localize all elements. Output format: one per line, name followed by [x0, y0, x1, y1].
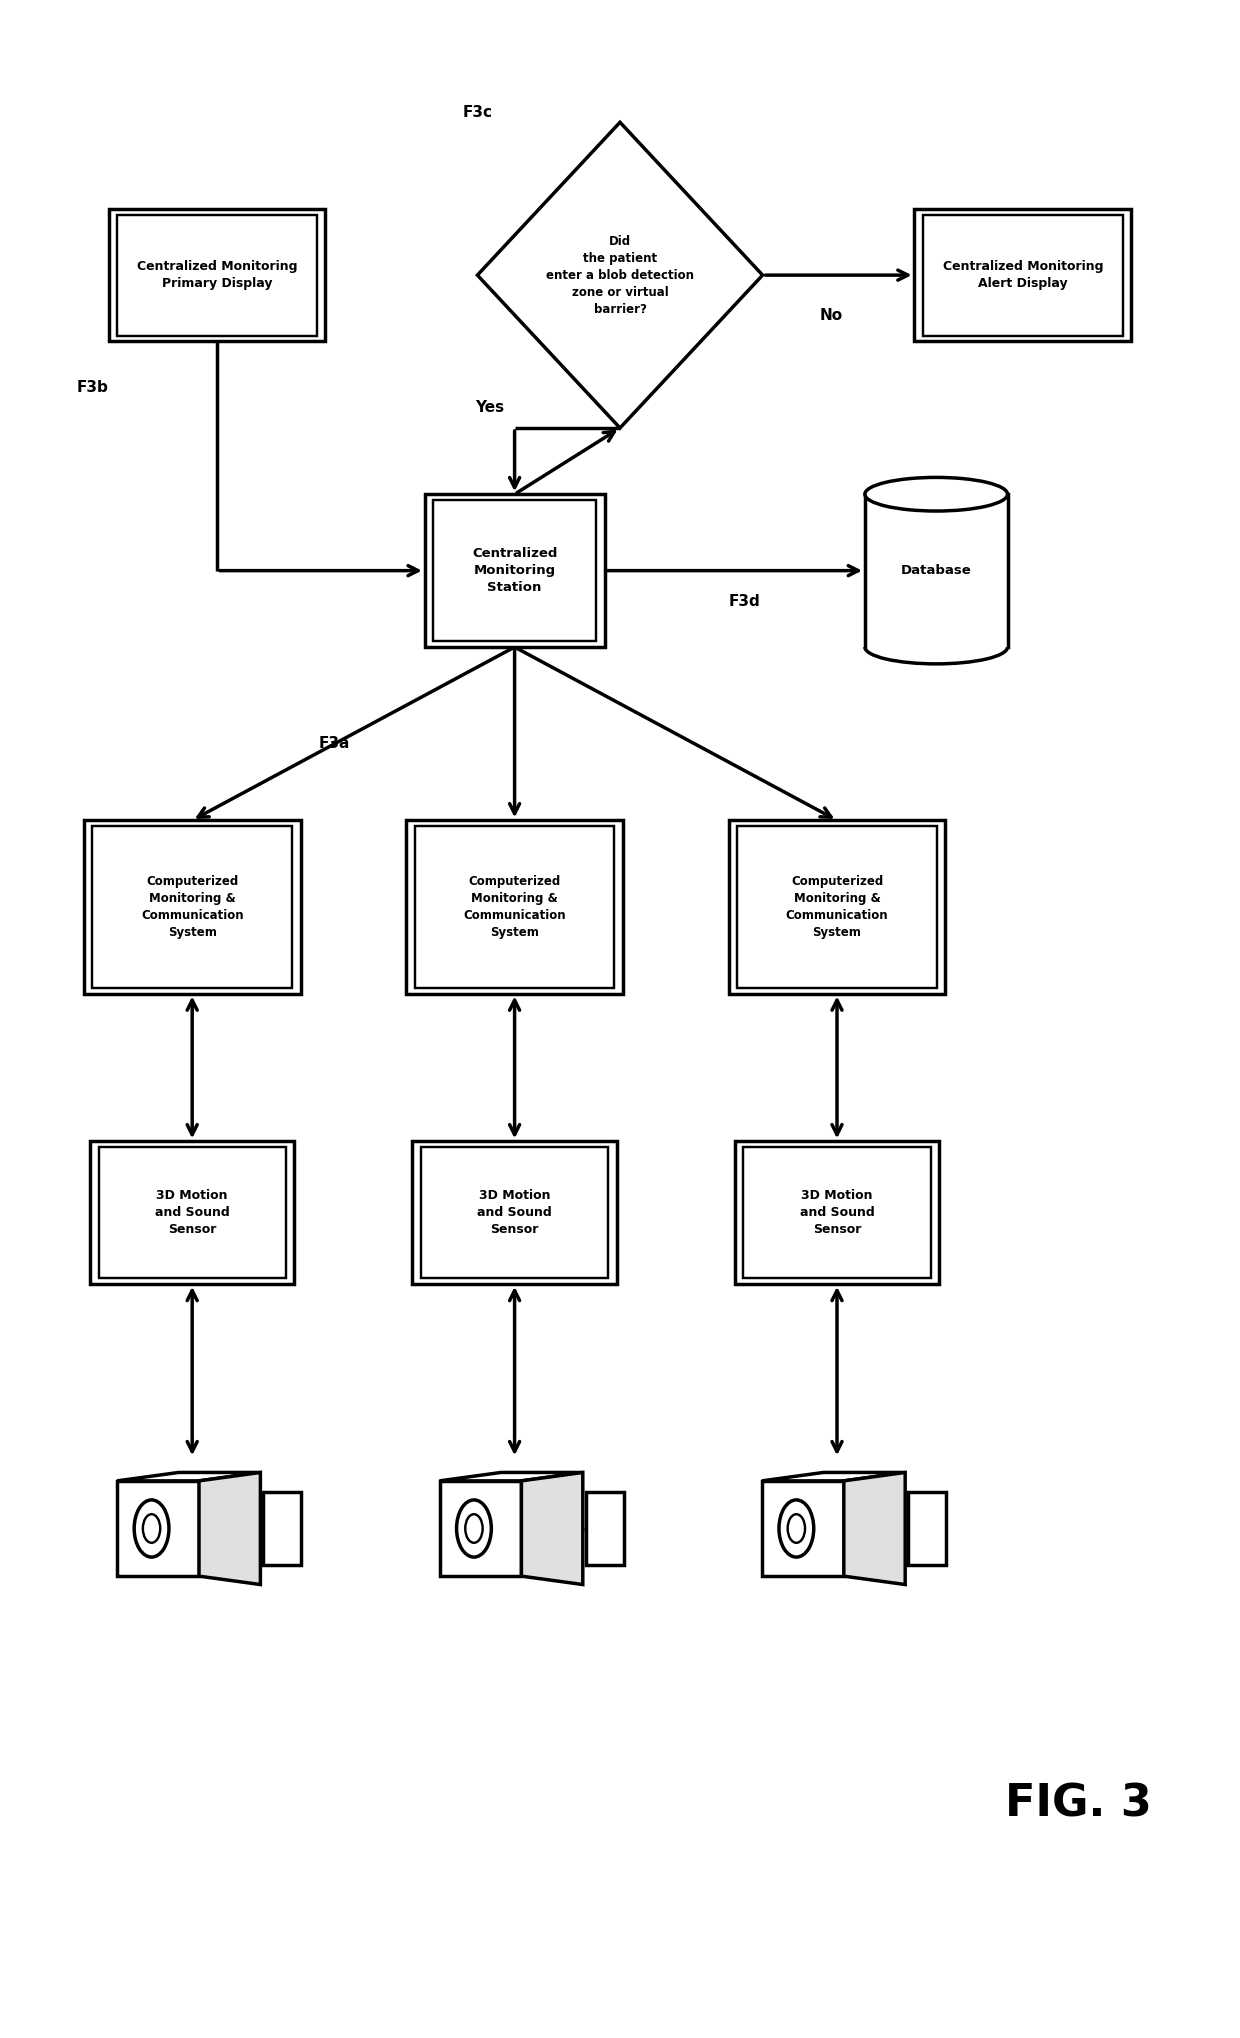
- Bar: [420, 1147, 608, 1278]
- Bar: [407, 819, 622, 993]
- Bar: [117, 1482, 198, 1575]
- Bar: [439, 1482, 521, 1575]
- Text: Computerized
Monitoring &
Communication
System: Computerized Monitoring & Communication …: [786, 874, 888, 940]
- Bar: [99, 1147, 285, 1278]
- Bar: [914, 210, 1131, 342]
- Text: F3a: F3a: [319, 736, 351, 752]
- Bar: [93, 825, 293, 988]
- Text: 3D Motion
and Sound
Sensor: 3D Motion and Sound Sensor: [155, 1188, 229, 1237]
- Circle shape: [143, 1514, 160, 1543]
- Polygon shape: [477, 122, 763, 428]
- Bar: [761, 1482, 843, 1575]
- Bar: [908, 1492, 946, 1565]
- Bar: [866, 495, 1007, 648]
- Bar: [585, 1492, 624, 1565]
- Circle shape: [787, 1514, 805, 1543]
- Polygon shape: [198, 1471, 260, 1586]
- Bar: [424, 495, 605, 648]
- Bar: [729, 819, 945, 993]
- Text: F3b: F3b: [77, 379, 109, 395]
- Text: 3D Motion
and Sound
Sensor: 3D Motion and Sound Sensor: [800, 1188, 874, 1237]
- Circle shape: [456, 1500, 491, 1557]
- Text: Did
the patient
enter a blob detection
zone or virtual
barrier?: Did the patient enter a blob detection z…: [546, 234, 694, 316]
- Bar: [414, 825, 614, 988]
- Bar: [744, 1147, 930, 1278]
- Polygon shape: [521, 1471, 583, 1586]
- Bar: [734, 1141, 940, 1284]
- Text: Centralized Monitoring
Alert Display: Centralized Monitoring Alert Display: [942, 261, 1104, 289]
- Text: FIG. 3: FIG. 3: [1006, 1781, 1152, 1826]
- Text: Computerized
Monitoring &
Communication
System: Computerized Monitoring & Communication …: [464, 874, 565, 940]
- Ellipse shape: [866, 477, 1007, 512]
- Text: 3D Motion
and Sound
Sensor: 3D Motion and Sound Sensor: [477, 1188, 552, 1237]
- Circle shape: [465, 1514, 482, 1543]
- Text: Centralized
Monitoring
Station: Centralized Monitoring Station: [472, 546, 557, 595]
- Polygon shape: [761, 1471, 905, 1482]
- Bar: [109, 210, 325, 342]
- Text: F3c: F3c: [463, 104, 492, 120]
- Text: No: No: [820, 308, 842, 324]
- Polygon shape: [439, 1471, 583, 1482]
- Bar: [117, 214, 316, 336]
- Polygon shape: [844, 1471, 905, 1586]
- Bar: [434, 499, 595, 642]
- Circle shape: [134, 1500, 169, 1557]
- Bar: [923, 214, 1123, 336]
- Bar: [737, 825, 937, 988]
- Text: Computerized
Monitoring &
Communication
System: Computerized Monitoring & Communication …: [141, 874, 243, 940]
- Bar: [263, 1492, 301, 1565]
- Text: Database: Database: [900, 565, 972, 577]
- Circle shape: [779, 1500, 813, 1557]
- Text: Yes: Yes: [475, 399, 505, 416]
- Bar: [412, 1141, 616, 1284]
- Polygon shape: [117, 1471, 260, 1482]
- Text: F3d: F3d: [728, 593, 760, 609]
- Text: Centralized Monitoring
Primary Display: Centralized Monitoring Primary Display: [136, 261, 298, 289]
- Bar: [84, 819, 300, 993]
- Bar: [89, 1141, 294, 1284]
